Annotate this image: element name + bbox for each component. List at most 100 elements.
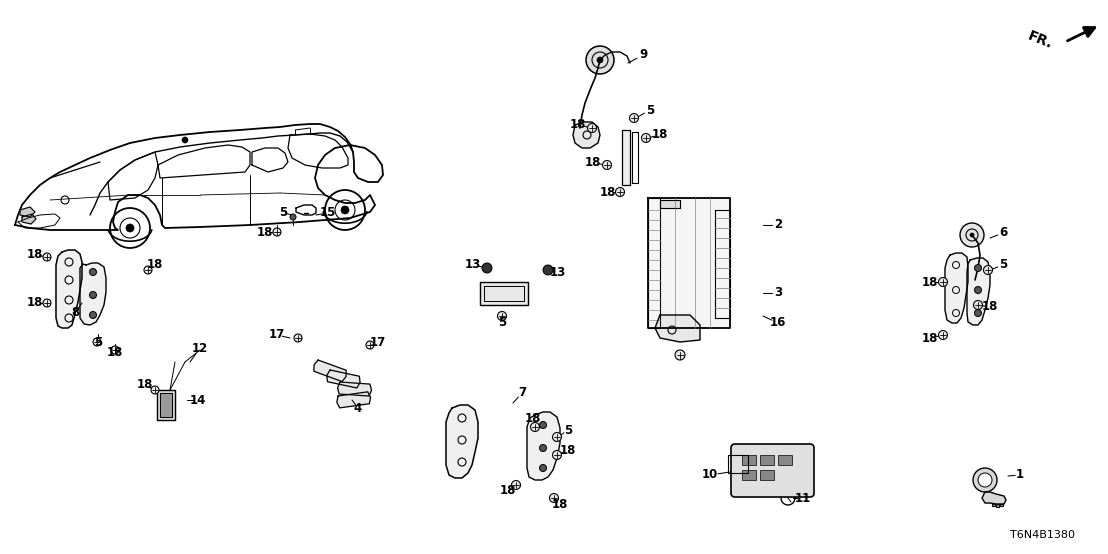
Circle shape <box>616 187 625 197</box>
Circle shape <box>603 161 612 170</box>
Polygon shape <box>314 360 346 382</box>
Circle shape <box>642 134 650 142</box>
Polygon shape <box>527 412 560 480</box>
Bar <box>778 455 792 465</box>
Circle shape <box>938 331 947 340</box>
Circle shape <box>290 214 296 220</box>
Text: 5: 5 <box>279 207 287 219</box>
Circle shape <box>984 265 993 274</box>
Text: 18: 18 <box>27 296 43 310</box>
Text: 5: 5 <box>999 259 1007 271</box>
Text: 18: 18 <box>585 156 602 170</box>
Polygon shape <box>20 207 35 217</box>
Circle shape <box>43 253 51 261</box>
Text: 4: 4 <box>353 402 362 414</box>
Circle shape <box>90 269 96 275</box>
Text: 18: 18 <box>570 119 586 131</box>
Circle shape <box>482 263 492 273</box>
Text: 5: 5 <box>646 104 654 116</box>
Text: FR.: FR. <box>1026 29 1055 52</box>
Circle shape <box>111 346 119 354</box>
Text: 2: 2 <box>773 218 782 232</box>
Text: 14: 14 <box>189 393 206 407</box>
Text: 18: 18 <box>147 259 163 271</box>
Polygon shape <box>80 263 106 325</box>
Text: 18: 18 <box>982 300 998 314</box>
Text: 6: 6 <box>999 227 1007 239</box>
Circle shape <box>540 422 546 428</box>
Polygon shape <box>945 253 968 323</box>
Text: 7: 7 <box>517 387 526 399</box>
Polygon shape <box>157 390 175 420</box>
Text: 18: 18 <box>922 275 938 289</box>
Text: 18: 18 <box>257 225 274 239</box>
Text: 13: 13 <box>465 259 481 271</box>
FancyBboxPatch shape <box>731 444 814 497</box>
Polygon shape <box>996 504 999 507</box>
Circle shape <box>126 224 134 232</box>
Polygon shape <box>480 282 529 305</box>
Circle shape <box>294 334 302 342</box>
Polygon shape <box>22 214 35 224</box>
Text: 15: 15 <box>320 207 336 219</box>
Circle shape <box>553 433 562 442</box>
Circle shape <box>975 264 982 271</box>
Text: 1: 1 <box>1016 469 1024 481</box>
Circle shape <box>151 386 160 394</box>
Polygon shape <box>327 370 360 388</box>
Circle shape <box>540 444 546 452</box>
Text: 11: 11 <box>794 491 811 505</box>
Text: 18: 18 <box>106 346 123 358</box>
Circle shape <box>43 299 51 307</box>
Text: 18: 18 <box>922 331 938 345</box>
Polygon shape <box>648 198 730 328</box>
Polygon shape <box>992 504 995 506</box>
Circle shape <box>629 114 638 122</box>
Text: 17: 17 <box>269 329 285 341</box>
Circle shape <box>531 423 540 432</box>
Circle shape <box>587 124 596 132</box>
Circle shape <box>341 206 349 214</box>
Circle shape <box>497 311 506 321</box>
Circle shape <box>973 468 997 492</box>
Polygon shape <box>655 315 700 342</box>
Circle shape <box>938 278 947 286</box>
Text: 18: 18 <box>500 484 516 496</box>
Circle shape <box>974 300 983 310</box>
Circle shape <box>144 266 152 274</box>
Text: 13: 13 <box>550 265 566 279</box>
Circle shape <box>978 473 992 487</box>
Bar <box>742 470 756 480</box>
Text: 3: 3 <box>773 286 782 300</box>
Text: 18: 18 <box>552 499 568 511</box>
Bar <box>760 470 774 480</box>
Bar <box>760 455 774 465</box>
Polygon shape <box>447 405 478 478</box>
Polygon shape <box>1001 504 1003 506</box>
Circle shape <box>586 46 614 74</box>
Circle shape <box>970 233 974 237</box>
Polygon shape <box>573 122 601 148</box>
Polygon shape <box>338 382 371 396</box>
Text: 5: 5 <box>497 316 506 330</box>
Text: 18: 18 <box>560 444 576 456</box>
Text: 18: 18 <box>525 412 541 424</box>
Text: T6N4B1380: T6N4B1380 <box>1010 530 1075 540</box>
Polygon shape <box>660 200 680 208</box>
Circle shape <box>550 494 558 502</box>
Text: 5: 5 <box>564 423 572 437</box>
Circle shape <box>975 286 982 294</box>
Circle shape <box>975 310 982 316</box>
Circle shape <box>182 137 188 143</box>
Bar <box>728 455 748 473</box>
Circle shape <box>960 223 984 247</box>
Text: 9: 9 <box>639 49 647 61</box>
Polygon shape <box>622 130 630 185</box>
Text: 18: 18 <box>27 249 43 261</box>
Text: 12: 12 <box>192 341 208 355</box>
Text: 18: 18 <box>652 129 668 141</box>
Circle shape <box>553 450 562 459</box>
Circle shape <box>90 311 96 319</box>
Text: 8: 8 <box>71 306 79 320</box>
Text: 18: 18 <box>599 186 616 198</box>
